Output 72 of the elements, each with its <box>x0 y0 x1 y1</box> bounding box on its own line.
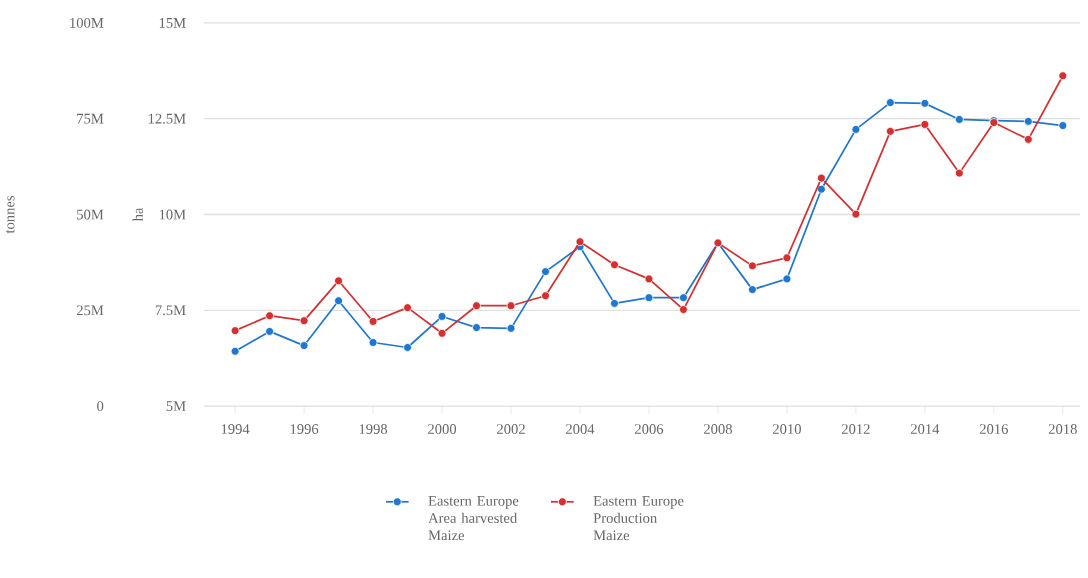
point <box>886 126 895 136</box>
x-tick-label: 2000 <box>428 423 457 434</box>
point <box>644 274 654 284</box>
x-tick-label: 2014 <box>910 423 940 434</box>
point <box>506 323 516 333</box>
point <box>437 328 447 338</box>
y-tick-label: 75M <box>77 113 104 124</box>
point <box>954 114 964 124</box>
x-tick-label: 2008 <box>703 423 732 434</box>
point <box>679 293 688 302</box>
y2-axis-title: ha <box>132 207 143 222</box>
point <box>920 98 930 108</box>
y-tick-label: 100M <box>70 17 104 28</box>
x-tick-label: 2002 <box>497 423 525 434</box>
point <box>1058 121 1068 130</box>
y-axis-title: tonnes <box>6 195 15 234</box>
point <box>506 301 516 310</box>
point <box>679 305 688 314</box>
point <box>954 168 964 178</box>
point <box>644 293 654 302</box>
x-tick-label: 2010 <box>772 423 801 434</box>
point <box>472 301 481 310</box>
x-tick-label: 2018 <box>1048 423 1077 434</box>
point <box>748 285 757 294</box>
point <box>230 326 240 335</box>
point <box>886 98 895 107</box>
point <box>334 296 343 305</box>
y2-tick-label: 10M <box>159 209 186 220</box>
x-tick-label: 1994 <box>221 423 250 434</box>
point <box>437 311 447 321</box>
point <box>403 303 412 312</box>
legend-label: Eastern Europe Area harvested Maize <box>428 495 519 541</box>
x-tick-label: 2016 <box>979 423 1009 434</box>
point <box>403 342 412 352</box>
x-tick-label: 2012 <box>841 423 870 434</box>
point <box>851 209 861 219</box>
point <box>610 260 619 269</box>
point <box>817 173 826 183</box>
y2-tick-label: 7.5M <box>155 305 186 316</box>
point <box>610 298 619 308</box>
point <box>265 326 274 336</box>
y2-tick-label: 15M <box>159 17 186 28</box>
x-tick-label: 2004 <box>566 423 595 434</box>
y-tick-label: 50M <box>77 209 104 220</box>
point <box>541 267 550 276</box>
point <box>920 119 930 129</box>
y2-tick-label: 12.5M <box>148 113 186 124</box>
point <box>334 276 343 286</box>
point <box>1058 71 1068 80</box>
x-tick-label: 1996 <box>290 423 319 434</box>
point <box>782 274 792 284</box>
point <box>1023 134 1033 144</box>
point <box>817 184 826 194</box>
point <box>368 316 378 326</box>
point <box>472 323 481 332</box>
y2-tick-label: 5M <box>166 401 186 411</box>
point <box>851 124 861 134</box>
point <box>230 346 240 356</box>
point <box>541 291 550 300</box>
x-tick-label: 2006 <box>635 423 664 434</box>
legend-label: Eastern Europe Production Maize <box>593 495 684 541</box>
point <box>782 253 792 263</box>
y-tick-label: 0 <box>97 401 104 411</box>
point <box>1023 116 1033 126</box>
point <box>748 261 757 271</box>
point <box>575 237 585 246</box>
point <box>368 337 378 347</box>
x-tick-label: 1998 <box>359 423 388 434</box>
y-tick-label: 25M <box>76 305 104 316</box>
point <box>299 341 309 350</box>
point <box>299 316 309 325</box>
point <box>265 311 274 320</box>
